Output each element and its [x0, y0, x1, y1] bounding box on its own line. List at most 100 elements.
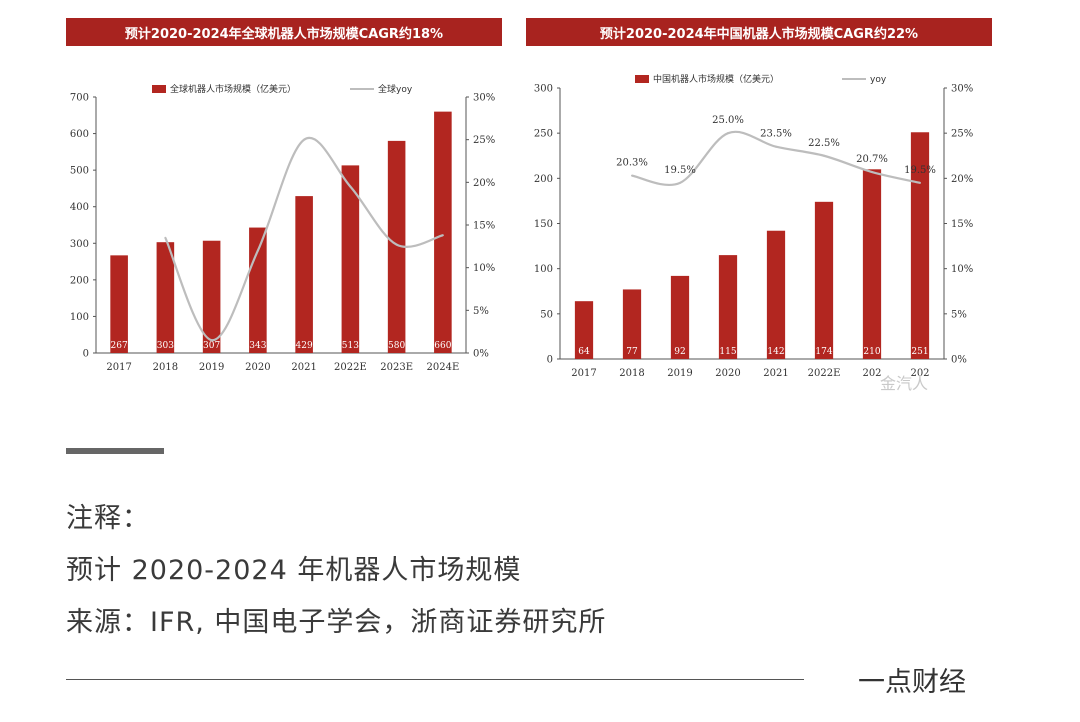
china-ytick-label: 200 — [534, 174, 553, 185]
global-bar-value-label: 660 — [434, 341, 451, 351]
global-bar-value-label: 513 — [342, 341, 359, 351]
china-y2tick-label: 30% — [951, 84, 973, 95]
china-bar — [814, 201, 834, 359]
china-xtick-label: 2018 — [619, 368, 644, 379]
global-xtick-label: 2024E — [427, 362, 460, 373]
global-bar — [295, 196, 313, 353]
china-yoy-point — [631, 174, 633, 177]
notes-source: 来源：IFR, 中国电子学会，浙商证券研究所 — [66, 607, 607, 638]
china-legend-bar-label: 中国机器人市场规模（亿美元） — [653, 73, 779, 85]
china-ytick-label: 300 — [534, 84, 553, 95]
global-bar — [156, 242, 175, 353]
global-bar — [110, 255, 128, 353]
global-ytick-label: 400 — [70, 202, 89, 213]
china-bar-value-label: 115 — [719, 347, 736, 357]
china-bar-value-label: 142 — [767, 347, 784, 357]
china-bar — [718, 255, 738, 359]
global-ytick-label: 100 — [70, 312, 89, 323]
china-y2tick-label: 25% — [951, 129, 973, 140]
china-xtick-label: 2021 — [763, 368, 788, 379]
notes-title: 注释： — [66, 503, 150, 534]
china-ytick-label: 250 — [534, 129, 553, 140]
china-y2tick-label: 10% — [951, 264, 973, 275]
global-yoy-point — [349, 185, 352, 188]
china-ytick-label: 150 — [534, 219, 553, 230]
china-yoy-point — [679, 181, 681, 184]
china-yoy-value-label: 25.0% — [712, 115, 744, 126]
bottom-rule — [66, 679, 804, 680]
section-divider — [66, 448, 164, 454]
global-bar-value-label: 267 — [111, 341, 128, 351]
global-market-chart: 0 100 200 300 400 500 600 700 0% 5% 10% 15% 20% 25% 30… — [70, 83, 495, 373]
global-y2tick-label: 5% — [473, 306, 489, 317]
global-ytick-label: 200 — [70, 275, 89, 286]
global-yoy-point — [441, 234, 444, 237]
china-bar-value-label: 77 — [626, 347, 638, 357]
global-legend-bar-swatch — [152, 85, 166, 93]
global-legend-line-label: 全球yoy — [378, 83, 413, 95]
global-yoy-point — [164, 236, 167, 239]
global-y2tick-label: 0% — [473, 349, 489, 360]
global-xtick-label: 2020 — [245, 362, 270, 373]
global-ytick-label: 500 — [70, 166, 89, 177]
china-xtick-label: 2017 — [571, 368, 596, 379]
global-y2tick-label: 10% — [473, 263, 495, 274]
china-bar — [862, 169, 882, 359]
china-yoy-point — [919, 181, 921, 184]
global-xtick-label: 2018 — [153, 362, 178, 373]
global-bar-value-label: 307 — [203, 341, 220, 351]
china-bar — [910, 132, 930, 359]
china-xtick-label: 202 — [862, 368, 881, 379]
global-xtick-label: 2021 — [291, 362, 316, 373]
chart-title-global: 预计2020-2024年全球机器人市场规模CAGR约18% — [66, 18, 502, 46]
china-bar — [574, 301, 594, 359]
china-y2tick-label: 0% — [951, 355, 967, 366]
global-y2tick-label: 20% — [473, 178, 495, 189]
china-bar-value-label: 174 — [815, 347, 832, 357]
china-bar-value-label: 210 — [863, 347, 880, 357]
china-yoy-point — [823, 154, 825, 157]
global-y2tick-label: 15% — [473, 221, 495, 232]
global-yoy-point — [395, 243, 398, 246]
china-market-chart: 0 50 100 150 200 250 300 0% 5% 10% 15% 20% 25% 30% 64 7… — [534, 73, 973, 379]
china-bar — [622, 289, 642, 359]
global-bar — [202, 240, 221, 353]
china-bar — [670, 275, 690, 359]
global-y2tick-label: 30% — [473, 93, 495, 104]
global-bar-value-label: 303 — [157, 341, 174, 351]
china-yoy-value-label: 22.5% — [808, 138, 840, 149]
china-yoy-point — [775, 145, 777, 148]
china-yoy-point — [727, 132, 729, 135]
china-bar-value-label: 251 — [911, 347, 928, 357]
global-ytick-label: 0 — [83, 349, 89, 360]
china-y2tick-label: 20% — [951, 174, 973, 185]
global-yoy-point — [210, 339, 213, 342]
global-xtick-label: 2019 — [199, 362, 224, 373]
china-y2tick-label: 5% — [951, 309, 967, 320]
global-y2tick-label: 25% — [473, 135, 495, 146]
china-y2tick-label: 15% — [951, 219, 973, 230]
china-yoy-point — [871, 171, 873, 174]
china-legend-line-label: yoy — [870, 75, 887, 85]
global-ytick-label: 600 — [70, 129, 89, 140]
global-bar — [341, 165, 360, 353]
china-xtick-label: 202 — [910, 368, 929, 379]
china-yoy-value-label: 23.5% — [760, 129, 792, 140]
global-xtick-label: 2017 — [106, 362, 131, 373]
china-ytick-label: 100 — [534, 264, 553, 275]
china-bar-value-label: 92 — [674, 347, 685, 357]
global-yoy-point — [256, 249, 259, 252]
china-xtick-label: 2019 — [667, 368, 692, 379]
china-yoy-value-label: 19.5% — [664, 165, 696, 176]
global-bar-value-label: 343 — [249, 341, 266, 351]
global-ytick-label: 300 — [70, 239, 89, 250]
china-bar — [766, 230, 786, 359]
china-bar-value-label: 64 — [578, 347, 590, 357]
global-bar — [387, 140, 406, 353]
global-yoy-point — [303, 138, 306, 141]
china-yoy-value-label: 20.3% — [616, 158, 648, 169]
china-legend-bar-swatch — [635, 75, 649, 83]
notes-description: 预计 2020-2024 年机器人市场规模 — [66, 555, 522, 586]
global-bar-value-label: 429 — [296, 341, 313, 351]
global-legend-bar-label: 全球机器人市场规模（亿美元） — [170, 83, 296, 95]
